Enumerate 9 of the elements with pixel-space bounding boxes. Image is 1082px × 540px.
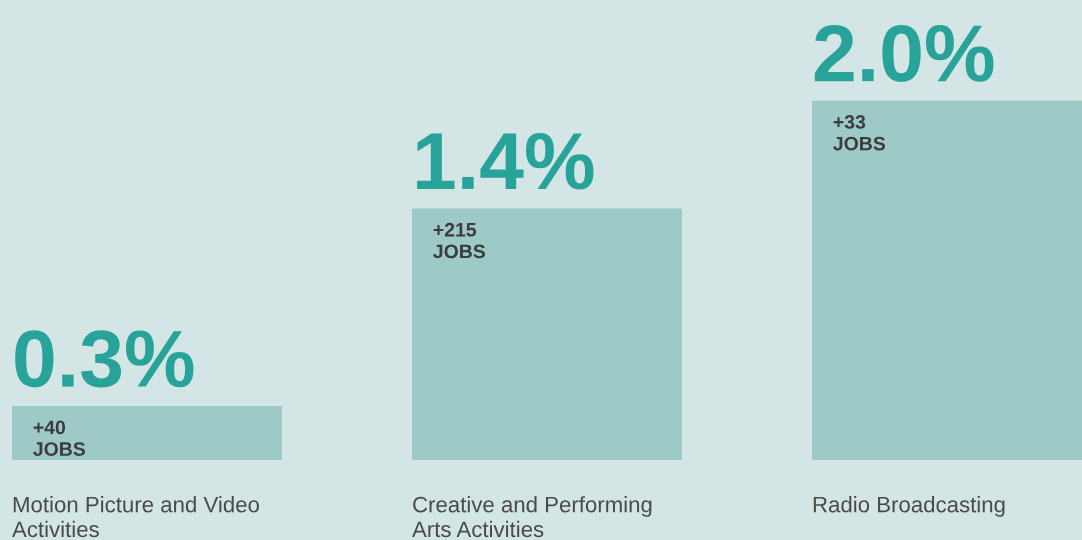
data-label: 2.0% <box>814 24 994 82</box>
data-label: 0.3% <box>15 330 194 388</box>
annotation: +40 JOBS <box>33 420 86 456</box>
annotation: +215 JOBS <box>433 222 486 259</box>
x-tick-label: Creative and Performing Arts Activities <box>412 496 652 538</box>
annotation: +33 JOBS <box>833 115 886 151</box>
x-tick-label: Motion Picture and Video Activities <box>12 496 259 538</box>
x-tick-label: Radio Broadcasting <box>813 496 1005 517</box>
data-label: 1.4% <box>417 132 594 190</box>
